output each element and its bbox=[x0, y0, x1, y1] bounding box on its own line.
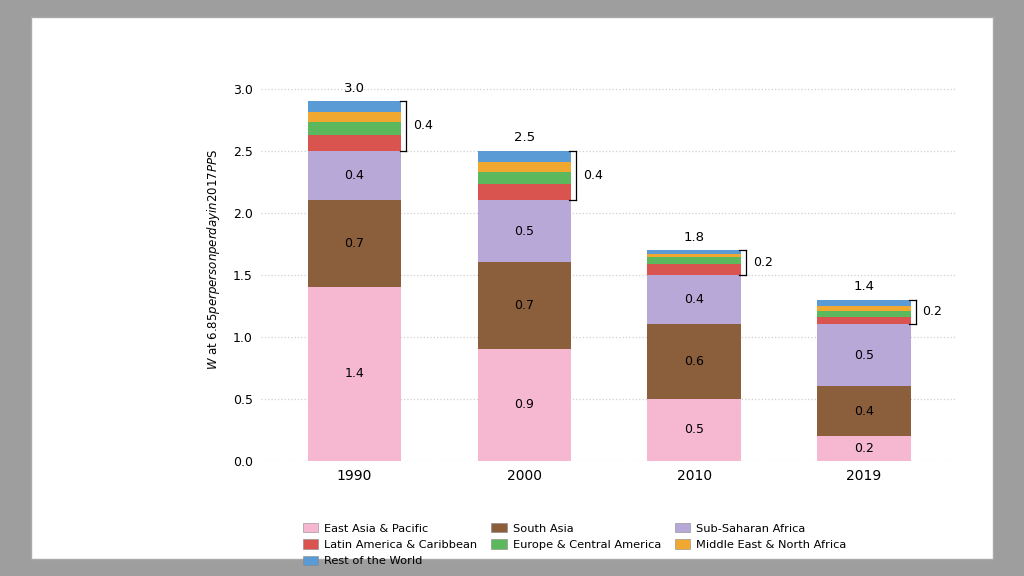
Text: 0.6: 0.6 bbox=[684, 355, 705, 368]
Bar bbox=[477, 172, 571, 184]
Legend: East Asia & Pacific, Latin America & Caribbean, Rest of the World, South Asia, E: East Asia & Pacific, Latin America & Car… bbox=[302, 523, 847, 566]
Bar bbox=[477, 184, 571, 200]
Text: 0.7: 0.7 bbox=[344, 237, 365, 250]
Bar bbox=[477, 162, 571, 172]
Text: 0.4: 0.4 bbox=[413, 119, 433, 132]
Bar bbox=[477, 151, 571, 162]
Bar bbox=[817, 306, 910, 310]
Bar bbox=[647, 275, 741, 324]
Bar bbox=[308, 122, 401, 135]
Text: 2.5: 2.5 bbox=[514, 131, 535, 145]
Bar bbox=[308, 151, 401, 200]
Text: 0.2: 0.2 bbox=[854, 442, 873, 455]
Text: 0.5: 0.5 bbox=[684, 423, 705, 436]
Bar bbox=[817, 436, 910, 461]
Bar bbox=[817, 300, 910, 306]
Text: 1.4: 1.4 bbox=[345, 367, 365, 381]
Bar bbox=[817, 317, 910, 324]
Text: 0.9: 0.9 bbox=[514, 399, 535, 411]
Bar bbox=[477, 349, 571, 461]
Text: 0.5: 0.5 bbox=[514, 225, 535, 238]
Bar bbox=[308, 112, 401, 122]
Y-axis label: $W$ at $6.85 per person per day in 2017 PP$S: $W$ at $6.85 per person per day in 2017 … bbox=[205, 149, 221, 370]
Bar bbox=[817, 310, 910, 317]
Text: 0.2: 0.2 bbox=[923, 305, 942, 319]
Text: 0.2: 0.2 bbox=[753, 256, 773, 269]
Text: 0.4: 0.4 bbox=[583, 169, 603, 182]
Bar bbox=[647, 399, 741, 461]
Text: 0.4: 0.4 bbox=[345, 169, 365, 182]
Bar bbox=[817, 386, 910, 436]
Text: 1.8: 1.8 bbox=[684, 231, 705, 244]
Bar bbox=[647, 257, 741, 264]
Bar bbox=[308, 135, 401, 151]
Text: 1.4: 1.4 bbox=[854, 281, 874, 293]
Bar bbox=[647, 250, 741, 253]
Bar bbox=[308, 200, 401, 287]
Bar bbox=[308, 287, 401, 461]
Text: 0.5: 0.5 bbox=[854, 349, 874, 362]
Text: 3.0: 3.0 bbox=[344, 82, 365, 95]
Bar bbox=[647, 324, 741, 399]
Text: 0.4: 0.4 bbox=[684, 293, 705, 306]
Text: 0.7: 0.7 bbox=[514, 299, 535, 312]
Bar bbox=[308, 101, 401, 112]
Bar bbox=[647, 253, 741, 257]
Bar bbox=[477, 200, 571, 262]
Bar bbox=[647, 264, 741, 275]
Bar bbox=[817, 324, 910, 386]
Text: 0.4: 0.4 bbox=[854, 405, 873, 418]
Bar bbox=[477, 262, 571, 349]
